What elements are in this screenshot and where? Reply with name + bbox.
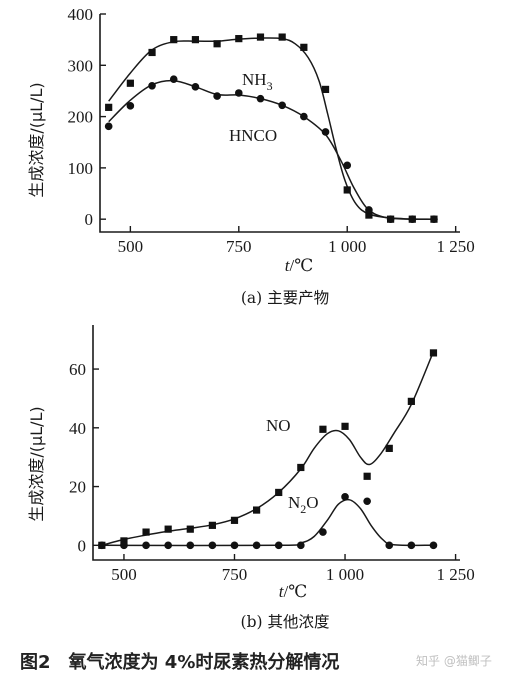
- data-point-nh3: [126, 79, 134, 87]
- figure-number: 图2: [20, 652, 51, 673]
- panel-b-axes: [92, 325, 460, 561]
- data-point-hnco: [343, 161, 352, 170]
- data-point-no: [297, 463, 305, 472]
- data-point-n2o: [164, 541, 172, 550]
- panel-a-chart: 500 750 1 000 1 250 0 100 200 300 400 生成浓度/(μL/L…: [27, 5, 475, 307]
- series-line-hnco: [108, 79, 435, 220]
- panel-a-y-axis-label: 生成浓度/(μL/L): [27, 82, 46, 197]
- data-point-nh3: [300, 43, 308, 51]
- data-point-no: [120, 537, 128, 545]
- data-point-hnco: [213, 92, 221, 100]
- data-point-no: [186, 525, 194, 533]
- data-point-n2o: [252, 541, 261, 550]
- data-point-nh3: [256, 33, 265, 41]
- series-line-no: [101, 351, 435, 547]
- data-point-hnco: [300, 112, 308, 121]
- panel-b-caption: (b) 其他浓度: [241, 613, 330, 631]
- data-point-nh3: [365, 211, 373, 219]
- y-tick-label: 400: [68, 5, 94, 24]
- panel-b-y-axis-label: 生成浓度/(μL/L): [27, 406, 46, 521]
- y-tick-label: 100: [68, 159, 94, 178]
- data-point-n2o: [142, 541, 150, 550]
- y-tick-label: 20: [69, 478, 86, 497]
- data-point-no: [407, 397, 415, 405]
- x-tick-label: 1 000: [328, 237, 366, 256]
- figure-caption: 图2 氧气浓度为 4%时尿素热分解情况: [20, 648, 500, 678]
- series-line-n2o: [101, 498, 434, 547]
- data-point-nh3: [105, 103, 113, 111]
- data-point-no: [142, 528, 150, 536]
- data-point-hnco: [191, 83, 200, 91]
- data-point-n2o: [208, 541, 217, 550]
- x-tick-label: 1 000: [326, 565, 364, 584]
- data-point-hnco: [169, 75, 178, 83]
- y-tick-label: 200: [68, 108, 94, 127]
- data-point-hnco: [408, 215, 417, 223]
- data-point-nh3: [213, 40, 221, 48]
- data-point-no: [319, 425, 327, 433]
- y-tick-label: 60: [69, 360, 86, 379]
- data-point-n2o: [186, 541, 195, 550]
- data-point-no: [230, 516, 239, 524]
- panel-a-x-axis-label: t/℃: [285, 256, 313, 275]
- x-tick-label: 750: [222, 565, 248, 584]
- data-point-hnco: [234, 89, 243, 97]
- data-point-no: [164, 525, 172, 533]
- data-point-no: [385, 444, 393, 452]
- panel-a-series-label-nh3: NH3: [242, 70, 273, 93]
- data-point-nh3: [170, 36, 178, 44]
- data-point-hnco: [321, 128, 330, 136]
- data-point-nh3: [343, 186, 351, 194]
- figure-caption-text: 氧气浓度为 4%时尿素热分解情况: [68, 652, 340, 673]
- data-point-nh3: [321, 85, 330, 94]
- x-tick-label: 1 250: [436, 565, 474, 584]
- data-point-hnco: [278, 101, 286, 110]
- data-point-n2o: [319, 528, 327, 536]
- panel-b-series-label-no: NO: [266, 416, 291, 435]
- data-point-hnco: [104, 122, 113, 131]
- data-point-n2o: [297, 541, 305, 550]
- data-point-hnco: [430, 215, 438, 223]
- data-point-nh3: [278, 33, 286, 41]
- data-point-nh3: [148, 48, 156, 57]
- data-point-n2o: [385, 541, 394, 550]
- data-point-no: [363, 472, 371, 480]
- panel-b-series-label-n2o: N2O: [288, 493, 319, 516]
- data-point-n2o: [429, 541, 438, 550]
- data-point-hnco: [148, 82, 156, 90]
- data-point-hnco: [386, 215, 395, 223]
- panel-a-axes: [99, 14, 460, 233]
- data-point-no: [275, 488, 283, 497]
- panel-a-caption: (a) 主要产物: [241, 289, 329, 307]
- data-point-nh3: [235, 35, 243, 43]
- data-point-no: [253, 506, 261, 514]
- panel-b-x-axis-label: t/℃: [279, 582, 307, 601]
- data-point-hnco: [365, 206, 373, 214]
- y-tick-label: 40: [69, 419, 86, 438]
- data-point-n2o: [98, 541, 106, 550]
- y-tick-label: 300: [68, 56, 94, 75]
- x-tick-label: 500: [111, 565, 137, 584]
- y-tick-label: 0: [78, 536, 87, 555]
- x-tick-label: 1 250: [437, 237, 475, 256]
- x-tick-label: 500: [118, 237, 144, 256]
- data-point-no: [208, 521, 216, 529]
- data-point-hnco: [126, 102, 135, 110]
- data-point-n2o: [120, 541, 128, 550]
- x-tick-label: 750: [226, 237, 252, 256]
- y-tick-label: 0: [85, 210, 94, 229]
- panel-a-series-label-hnco: HNCO: [229, 126, 277, 145]
- data-point-n2o: [230, 541, 239, 550]
- data-point-hnco: [256, 94, 265, 103]
- data-point-nh3: [191, 36, 200, 44]
- data-point-n2o: [363, 497, 371, 506]
- watermark: 知乎 @猫鲫子: [416, 654, 492, 668]
- data-point-n2o: [407, 541, 416, 550]
- data-point-n2o: [274, 541, 283, 550]
- data-point-n2o: [341, 493, 349, 501]
- data-point-no: [429, 349, 438, 357]
- data-point-no: [341, 422, 349, 430]
